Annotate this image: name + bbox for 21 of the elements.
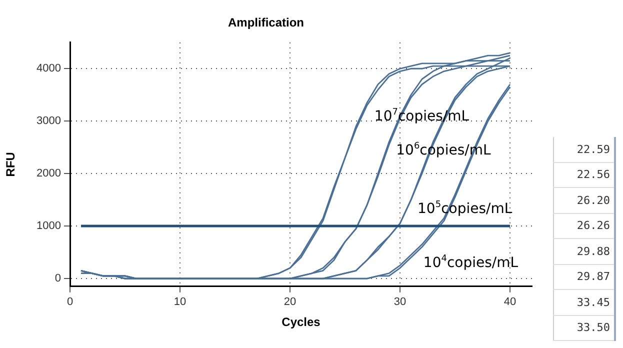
text: 26.20 [554, 188, 615, 213]
text: 22.56 [554, 162, 615, 188]
x-axis-title: Cycles [282, 315, 321, 330]
x-tick-label: 30 [394, 296, 406, 308]
x-tick-label: 10 [174, 296, 186, 308]
chart-title: Amplification [228, 16, 304, 30]
x-tick-label: 20 [284, 296, 296, 308]
text: 29.87 [554, 264, 615, 290]
y-tick-label: 1000 [36, 220, 61, 232]
x-tick-label: 0 [66, 296, 74, 308]
y-tick-label: 0 [54, 272, 61, 285]
y-tick-label: 2000 [36, 168, 61, 180]
x-tick-label: 40 [504, 296, 516, 308]
text: 33.45 [554, 290, 615, 315]
y-tick-label: 4000 [36, 62, 61, 75]
text: 22.59 [554, 137, 615, 162]
text: 33.50 [554, 315, 615, 340]
y-axis-title: RFU [4, 152, 18, 177]
text: 26.26 [554, 213, 615, 238]
y-tick-label: 3000 [36, 115, 61, 128]
text: 29.88 [554, 238, 615, 264]
